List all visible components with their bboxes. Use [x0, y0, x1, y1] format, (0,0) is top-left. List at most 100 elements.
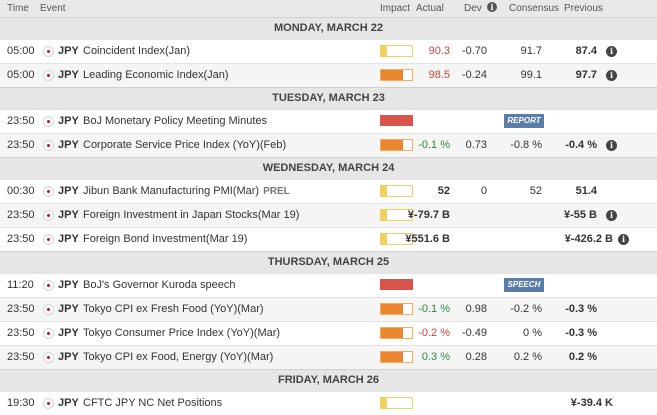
- previous-value: ¥-39.4 K: [570, 397, 613, 409]
- deviation-value: 0: [480, 185, 487, 197]
- impact-medium-bar: [380, 69, 413, 81]
- event-name-text[interactable]: Coincident Index(Jan): [83, 45, 191, 57]
- japan-flag-icon: [43, 46, 54, 57]
- event-time: 05:00: [7, 69, 35, 81]
- deviation-value: 0.98: [465, 303, 487, 315]
- deviation-value: 0.28: [465, 351, 487, 363]
- impact-medium-bar: [380, 303, 413, 315]
- impact-fill: [381, 210, 388, 220]
- japan-flag-icon: [43, 234, 54, 245]
- impact-medium-bar: [380, 351, 413, 363]
- impact-medium-bar: [380, 327, 413, 339]
- col-header-event[interactable]: Event: [40, 3, 66, 14]
- event-name[interactable]: Foreign Bond Investment(Mar 19): [83, 233, 247, 245]
- event-name-text[interactable]: Tokyo CPI ex Food, Energy (YoY)(Mar): [83, 351, 274, 363]
- day-header: FRIDAY, MARCH 26: [0, 369, 657, 391]
- japan-flag-icon: [43, 304, 54, 315]
- impact-fill: [381, 140, 403, 150]
- col-header-impact[interactable]: Impact: [380, 3, 411, 14]
- event-currency: JPY: [58, 185, 79, 197]
- event-name[interactable]: BoJ's Governor Kuroda speech: [83, 279, 236, 291]
- day-header: WEDNESDAY, MARCH 24: [0, 157, 657, 179]
- previous-value: ¥-55 B: [563, 209, 597, 221]
- event-row[interactable]: 23:50 JPY Foreign Investment in Japan Stoc…: [0, 203, 657, 227]
- actual-value: 0.3 %: [421, 351, 450, 363]
- event-row[interactable]: 23:50 JPY Foreign Bond Investment(Mar 19) ¥…: [0, 227, 657, 251]
- report-tag[interactable]: REPORT: [504, 114, 544, 128]
- event-name-text[interactable]: BoJ's Governor Kuroda speech: [83, 279, 236, 291]
- event-name[interactable]: Tokyo Consumer Price Index (YoY)(Mar): [83, 327, 280, 339]
- impact-medium-bar: [380, 139, 413, 151]
- event-currency: JPY: [58, 115, 79, 127]
- previous-value: -0.4 %: [565, 139, 597, 151]
- consensus-value: 99.1: [520, 69, 542, 81]
- event-row[interactable]: 19:30 JPY CFTC JPY NC Net Positions ¥-39.4 …: [0, 391, 657, 415]
- previous-value: 87.4: [575, 45, 597, 57]
- event-currency: JPY: [58, 279, 79, 291]
- event-name-text[interactable]: Tokyo Consumer Price Index (YoY)(Mar): [83, 327, 281, 339]
- event-row[interactable]: 05:00 JPY Coincident Index(Jan) 90.3 -0.70 91…: [0, 39, 657, 63]
- event-name-text[interactable]: Corporate Service Price Index (YoY)(Feb): [83, 139, 287, 151]
- event-row[interactable]: 23:50 JPY BoJ Monetary Policy Meeting Minu…: [0, 109, 657, 133]
- event-row[interactable]: 23:50 JPY Corporate Service Price Index (Y…: [0, 133, 657, 157]
- event-name[interactable]: BoJ Monetary Policy Meeting Minutes: [83, 115, 267, 127]
- previous-value: -0.3 %: [565, 327, 597, 339]
- event-name[interactable]: Tokyo CPI ex Fresh Food (YoY)(Mar): [83, 303, 264, 315]
- event-currency: JPY: [58, 327, 79, 339]
- event-name[interactable]: CFTC JPY NC Net Positions: [83, 397, 222, 409]
- event-name-text[interactable]: Foreign Bond Investment(Mar 19): [83, 233, 248, 245]
- info-icon[interactable]: i: [618, 234, 629, 245]
- event-time: 23:50: [7, 351, 35, 363]
- event-name-text[interactable]: Foreign Investment in Japan Stocks(Mar 1…: [83, 209, 300, 221]
- japan-flag-icon: [43, 328, 54, 339]
- event-currency: JPY: [58, 139, 79, 151]
- deviation-value: 0.73: [465, 139, 487, 151]
- event-name[interactable]: Foreign Investment in Japan Stocks(Mar 1…: [83, 209, 299, 221]
- day-header: TUESDAY, MARCH 23: [0, 87, 657, 109]
- event-row[interactable]: 23:50 JPY Tokyo Consumer Price Index (YoY)…: [0, 321, 657, 345]
- event-time: 00:30: [7, 185, 35, 197]
- col-header-dev[interactable]: Dev: [464, 3, 482, 14]
- info-icon[interactable]: i: [606, 140, 617, 151]
- event-name-text[interactable]: CFTC JPY NC Net Positions: [83, 397, 223, 409]
- event-name-text[interactable]: Jibun Bank Manufacturing PMI(Mar): [83, 185, 260, 197]
- event-row[interactable]: 11:20 JPY BoJ's Governor Kuroda speech SPEE…: [0, 273, 657, 297]
- col-header-time[interactable]: Time: [7, 3, 29, 14]
- japan-flag-icon: [43, 280, 54, 291]
- event-name[interactable]: Coincident Index(Jan): [83, 45, 190, 57]
- info-icon[interactable]: i: [606, 70, 617, 81]
- event-row[interactable]: 23:50 JPY Tokyo CPI ex Fresh Food (YoY)(Ma…: [0, 297, 657, 321]
- col-header-consensus[interactable]: Consensus: [509, 3, 560, 14]
- event-time: 05:00: [7, 45, 35, 57]
- event-prel-tag: PREL: [263, 186, 290, 197]
- event-time: 23:50: [7, 327, 35, 339]
- event-name[interactable]: Jibun Bank Manufacturing PMI(Mar) PREL: [83, 185, 290, 197]
- impact-low-bar: [380, 209, 413, 221]
- consensus-value: 0.2 %: [513, 351, 542, 363]
- deviation-value: -0.24: [461, 69, 487, 81]
- actual-value: 90.3: [428, 45, 450, 57]
- event-name-text[interactable]: Leading Economic Index(Jan): [83, 69, 229, 81]
- event-name-text[interactable]: Tokyo CPI ex Fresh Food (YoY)(Mar): [83, 303, 264, 315]
- dev-info-icon[interactable]: i: [487, 2, 497, 12]
- japan-flag-icon: [43, 116, 54, 127]
- event-currency: JPY: [58, 303, 79, 315]
- event-name-text[interactable]: BoJ Monetary Policy Meeting Minutes: [83, 115, 268, 127]
- speech-tag[interactable]: SPEECH: [504, 278, 544, 292]
- event-time: 23:50: [7, 233, 35, 245]
- col-header-actual[interactable]: Actual: [416, 3, 444, 14]
- col-header-previous[interactable]: Previous: [564, 3, 603, 14]
- info-icon[interactable]: i: [606, 46, 617, 57]
- event-name[interactable]: Corporate Service Price Index (YoY)(Feb): [83, 139, 286, 151]
- impact-fill: [381, 70, 403, 80]
- event-name[interactable]: Leading Economic Index(Jan): [83, 69, 229, 81]
- actual-value: -0.1 %: [418, 303, 450, 315]
- event-currency: JPY: [58, 69, 79, 81]
- impact-low-bar: [380, 233, 413, 245]
- actual-value: ¥-79.7 B: [407, 209, 450, 221]
- event-row[interactable]: 00:30 JPY Jibun Bank Manufacturing PMI(Mar…: [0, 179, 657, 203]
- event-name[interactable]: Tokyo CPI ex Food, Energy (YoY)(Mar): [83, 351, 273, 363]
- info-icon[interactable]: i: [606, 210, 617, 221]
- event-row[interactable]: 23:50 JPY Tokyo CPI ex Food, Energy (YoY)(…: [0, 345, 657, 369]
- event-row[interactable]: 05:00 JPY Leading Economic Index(Jan) 98.5-…: [0, 63, 657, 87]
